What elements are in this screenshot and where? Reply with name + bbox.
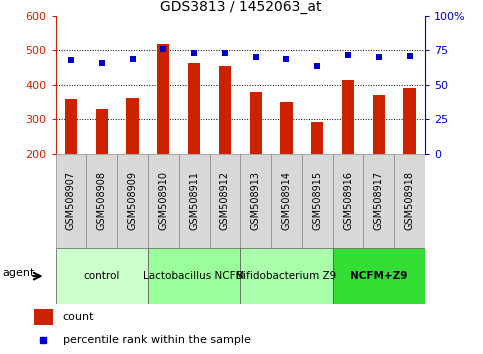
Title: GDS3813 / 1452063_at: GDS3813 / 1452063_at	[159, 0, 321, 13]
Bar	[280, 102, 293, 223]
Bar	[65, 99, 77, 223]
Text: agent: agent	[3, 268, 35, 278]
Bar	[157, 44, 170, 223]
FancyBboxPatch shape	[240, 248, 333, 304]
Text: GSM508913: GSM508913	[251, 171, 261, 230]
Text: GSM508916: GSM508916	[343, 171, 353, 230]
Text: GSM508918: GSM508918	[405, 171, 414, 230]
Bar	[250, 92, 262, 223]
Point	[313, 63, 321, 68]
Text: count: count	[63, 312, 94, 322]
Bar	[127, 98, 139, 223]
FancyBboxPatch shape	[210, 154, 240, 248]
FancyBboxPatch shape	[240, 154, 271, 248]
Text: GSM508908: GSM508908	[97, 171, 107, 230]
Bar	[219, 66, 231, 223]
Point	[344, 52, 352, 57]
Text: Lactobacillus NCFM: Lactobacillus NCFM	[143, 271, 245, 281]
Bar	[96, 109, 108, 223]
FancyBboxPatch shape	[56, 154, 86, 248]
FancyBboxPatch shape	[56, 248, 148, 304]
Point	[406, 53, 413, 59]
FancyBboxPatch shape	[179, 154, 210, 248]
Text: GSM508911: GSM508911	[189, 171, 199, 230]
FancyBboxPatch shape	[117, 154, 148, 248]
Bar	[311, 122, 324, 223]
Text: GSM508907: GSM508907	[66, 171, 76, 230]
Point	[128, 56, 136, 62]
Point	[159, 46, 167, 52]
Text: GSM508910: GSM508910	[158, 171, 168, 230]
Point	[67, 57, 75, 63]
Bar	[34, 309, 53, 325]
Bar	[373, 95, 385, 223]
FancyBboxPatch shape	[394, 154, 425, 248]
FancyBboxPatch shape	[148, 154, 179, 248]
FancyBboxPatch shape	[148, 248, 240, 304]
Bar	[403, 88, 416, 223]
FancyBboxPatch shape	[333, 248, 425, 304]
FancyBboxPatch shape	[333, 154, 364, 248]
Text: GSM508912: GSM508912	[220, 171, 230, 230]
Point	[252, 55, 259, 60]
Point	[221, 50, 229, 56]
Point	[190, 50, 198, 56]
Text: GSM508917: GSM508917	[374, 171, 384, 230]
FancyBboxPatch shape	[364, 154, 394, 248]
Text: GSM508909: GSM508909	[128, 171, 138, 230]
Text: Bifidobacterium Z9: Bifidobacterium Z9	[236, 271, 337, 281]
Bar	[342, 80, 354, 223]
FancyBboxPatch shape	[302, 154, 333, 248]
FancyBboxPatch shape	[271, 154, 302, 248]
Point	[375, 55, 383, 60]
Text: NCFM+Z9: NCFM+Z9	[350, 271, 408, 281]
Point	[98, 60, 106, 66]
FancyBboxPatch shape	[86, 154, 117, 248]
Bar	[188, 63, 200, 223]
Text: GSM508914: GSM508914	[282, 171, 291, 230]
Point	[283, 56, 290, 62]
Text: control: control	[84, 271, 120, 281]
Text: percentile rank within the sample: percentile rank within the sample	[63, 335, 251, 345]
Text: GSM508915: GSM508915	[313, 171, 322, 230]
